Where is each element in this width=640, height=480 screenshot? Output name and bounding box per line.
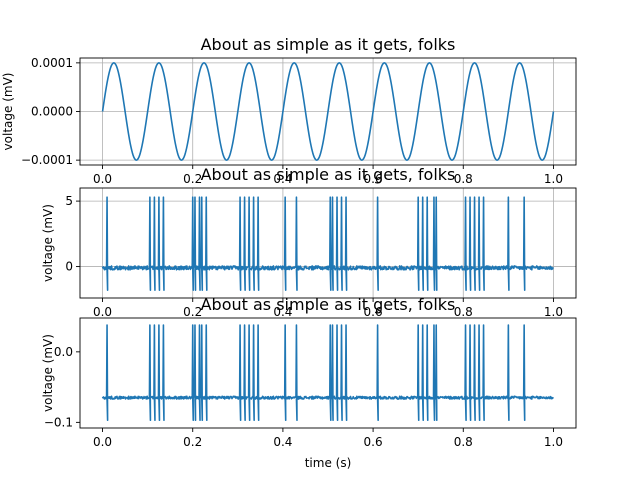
subplot-2-y-tick-label-0: 0 — [65, 260, 73, 274]
subplot-2-x-tick-label-2: 0.4 — [273, 305, 292, 319]
subplot-2-x-ticks: 0.0 0.2 0.4 0.6 0.8 1.0 — [93, 298, 563, 319]
subplot-2-series-line — [101, 196, 554, 291]
subplot-3-x-tick-label-0: 0.0 — [93, 435, 112, 449]
subplot-2-frame — [79, 187, 577, 299]
subplot-1-y-ticks: −0.0001 0.0000 0.0001 — [21, 56, 80, 167]
subplot-1-series-line — [101, 62, 555, 161]
subplot-1-x-tick-label-1: 0.2 — [183, 172, 202, 186]
subplot-2: 0.0 0.2 0.4 0.6 0.8 1.0 05 About as simple as… — [41, 165, 577, 319]
subplot-3-x-tick-label-4: 0.8 — [454, 435, 473, 449]
subplot-3-x-tick-label-5: 1.0 — [544, 435, 563, 449]
subplot-3-x-tick-label-3: 0.6 — [364, 435, 383, 449]
subplot-3-x-tick-label-1: 0.2 — [183, 435, 202, 449]
subplot-1-x-tick-label-0: 0.0 — [93, 172, 112, 186]
subplot-1-x-tick-label-3: 0.6 — [364, 172, 383, 186]
subplot-1: 0.0 0.2 0.4 0.6 0.8 1.0 −0.0001 0.0000 0.0001 A… — [1, 35, 577, 186]
subplot-3-y-tick-label-0: −0.1 — [44, 415, 73, 429]
subplot-1-y-tick-label-1: 0.0000 — [31, 105, 73, 119]
subplot-2-title: About as simple as it gets, folks — [201, 165, 456, 184]
subplot-2-ylabel: voltage (mV) — [41, 204, 55, 282]
subplot-1-x-tick-label-4: 0.8 — [454, 172, 473, 186]
subplot-3-x-ticks: 0.0 0.2 0.4 0.6 0.8 1.0 — [93, 428, 563, 449]
subplot-3-x-tick-label-2: 0.4 — [273, 435, 292, 449]
subplot-1-x-tick-label-2: 0.4 — [273, 172, 292, 186]
subplot-1-y-tick-label-0: −0.0001 — [21, 153, 73, 167]
subplot-2-x-tick-label-0: 0.0 — [93, 305, 112, 319]
subplot-3-ylabel: voltage (mV) — [41, 334, 55, 412]
subplot-2-x-tick-label-1: 0.2 — [183, 305, 202, 319]
subplot-1-y-tick-label-2: 0.0001 — [31, 56, 73, 70]
subplot-3-y-tick-label-1: 0.0 — [54, 345, 73, 359]
subplot-2-y-tick-label-1: 5 — [65, 194, 73, 208]
subplot-3-title: About as simple as it gets, folks — [201, 295, 456, 314]
subplot-3-xlabel: time (s) — [305, 456, 352, 470]
subplot-3-frame — [79, 317, 577, 429]
subplot-1-x-ticks: 0.0 0.2 0.4 0.6 0.8 1.0 — [93, 165, 563, 186]
subplot-1-title: About as simple as it gets, folks — [201, 35, 456, 54]
subplot-3-series-line — [101, 324, 554, 422]
subplot-1-x-tick-label-5: 1.0 — [544, 172, 563, 186]
subplot-2-y-ticks: 05 — [65, 194, 80, 274]
subplot-1-ylabel: voltage (mV) — [1, 73, 15, 151]
subplot-3-y-ticks: −0.1 0.0 — [44, 345, 80, 429]
subplot-2-x-tick-label-5: 1.0 — [544, 305, 563, 319]
subplot-2-x-tick-label-4: 0.8 — [454, 305, 473, 319]
subplot-3: 0.0 0.2 0.4 0.6 0.8 1.0 −0.1 0.0 About as simp… — [41, 295, 577, 470]
subplot-2-x-tick-label-3: 0.6 — [364, 305, 383, 319]
